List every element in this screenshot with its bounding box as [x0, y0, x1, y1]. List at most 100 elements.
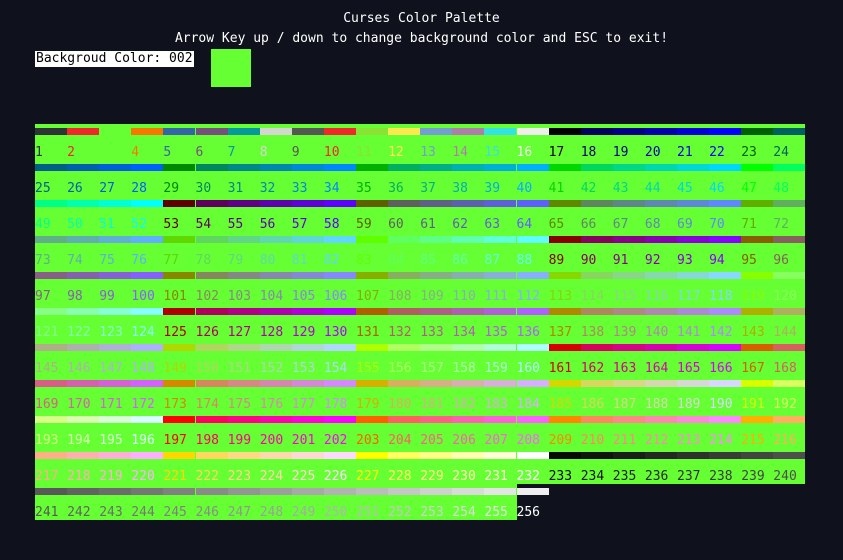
color-number-label: 177: [291, 397, 316, 412]
color-swatch-strip: [388, 416, 421, 423]
color-swatch-strip: [516, 452, 549, 459]
color-number-label: 96: [773, 253, 789, 268]
color-swatch-strip: [773, 452, 806, 459]
color-number-label: 89: [548, 253, 565, 268]
color-swatch-strip: [163, 128, 196, 135]
color-number-label: 53: [163, 217, 180, 232]
color-number-label: 87: [484, 253, 501, 268]
color-number-label: 63: [484, 217, 501, 232]
color-swatch-strip: [484, 308, 517, 315]
color-number-label: 75: [99, 253, 115, 268]
color-swatch-strip: [420, 452, 453, 459]
color-number-label: 135: [484, 325, 508, 340]
color-swatch-strip: [388, 308, 421, 315]
color-swatch-strip: [516, 164, 549, 171]
color-swatch-strip: [516, 344, 549, 351]
color-number-label: 56: [259, 217, 276, 232]
color-number-label: 174: [195, 397, 219, 412]
color-swatch-strip: [484, 452, 517, 459]
color-number-label: 190: [709, 397, 733, 412]
color-swatch-strip: [291, 272, 324, 279]
color-swatch-strip: [227, 200, 260, 207]
color-swatch-strip: [420, 308, 453, 315]
color-swatch-strip: [99, 236, 132, 243]
color-swatch-strip: [99, 344, 132, 351]
color-swatch-strip: [644, 452, 677, 459]
color-swatch-strip: [388, 488, 421, 495]
color-swatch-strip: [709, 128, 742, 135]
color-number-label: 229: [420, 469, 444, 484]
color-number-label: 58: [323, 217, 340, 232]
color-number-label: 118: [709, 289, 733, 304]
color-number-label: 215: [741, 433, 765, 448]
color-swatch-strip: [227, 128, 260, 135]
color-swatch-strip: [35, 452, 68, 459]
color-number-label: 233: [548, 469, 573, 484]
color-swatch-strip: [323, 452, 356, 459]
color-number-label: 62: [452, 217, 468, 232]
color-number-label: 222: [195, 469, 219, 484]
color-number-label: 79: [227, 253, 244, 268]
color-number-label: 144: [773, 325, 797, 340]
color-swatch-strip: [741, 344, 774, 351]
color-number-label: 228: [388, 469, 412, 484]
color-number-label: 254: [452, 505, 476, 520]
color-swatch-strip: [131, 272, 164, 279]
color-number-label: 232: [516, 469, 540, 484]
color-number-label: 108: [388, 289, 412, 304]
color-swatch-strip: [612, 164, 645, 171]
color-number-label: 104: [259, 289, 284, 304]
color-number-label: 72: [773, 217, 789, 232]
color-number-label: 10: [323, 145, 340, 160]
color-swatch-strip: [131, 200, 164, 207]
color-number-label: 224: [259, 469, 284, 484]
color-swatch-strip: [644, 344, 677, 351]
color-number-label: 141: [677, 325, 701, 340]
color-swatch-strip: [291, 416, 324, 423]
color-number-label: 191: [741, 397, 765, 412]
color-swatch-strip: [323, 236, 356, 243]
color-number-label: 46: [709, 181, 725, 196]
color-swatch-strip: [99, 128, 132, 135]
color-swatch-strip: [195, 344, 228, 351]
color-number-label: 161: [548, 361, 573, 376]
color-number-label: 91: [612, 253, 629, 268]
color-swatch-strip: [291, 380, 324, 387]
color-number-label: 45: [677, 181, 693, 196]
color-swatch-strip: [291, 236, 324, 243]
color-number-label: 85: [420, 253, 436, 268]
color-number-label: 38: [452, 181, 468, 196]
color-swatch-strip: [548, 452, 581, 459]
color-number-label: 205: [420, 433, 444, 448]
color-swatch-strip: [773, 308, 806, 315]
color-swatch-strip: [677, 344, 710, 351]
color-number-label: 61: [420, 217, 436, 232]
color-swatch-strip: [291, 344, 324, 351]
color-swatch-strip: [163, 452, 196, 459]
color-swatch-strip: [67, 308, 100, 315]
color-swatch-strip: [131, 128, 164, 135]
color-swatch-strip: [612, 344, 645, 351]
color-swatch-strip: [420, 128, 453, 135]
color-swatch-strip: [195, 416, 228, 423]
color-number-label: 84: [388, 253, 404, 268]
color-swatch-strip: [516, 380, 549, 387]
color-swatch-strip: [452, 488, 485, 495]
color-number-label: 247: [227, 505, 252, 520]
color-number-label: 155: [356, 361, 380, 376]
color-swatch-strip: [195, 164, 228, 171]
color-swatch-strip: [323, 200, 356, 207]
color-swatch-strip: [580, 236, 613, 243]
color-number-label: 193: [35, 433, 59, 448]
color-swatch-strip: [227, 488, 260, 495]
color-swatch-strip: [163, 488, 196, 495]
color-swatch-strip: [356, 128, 389, 135]
color-swatch-strip: [35, 236, 68, 243]
color-number-label: 200: [259, 433, 284, 448]
color-swatch-strip: [388, 272, 421, 279]
color-swatch-strip: [741, 128, 774, 135]
color-swatch-strip: [259, 308, 292, 315]
color-swatch-strip: [741, 164, 774, 171]
color-swatch-strip: [644, 308, 677, 315]
color-number-label: 30: [195, 181, 212, 196]
